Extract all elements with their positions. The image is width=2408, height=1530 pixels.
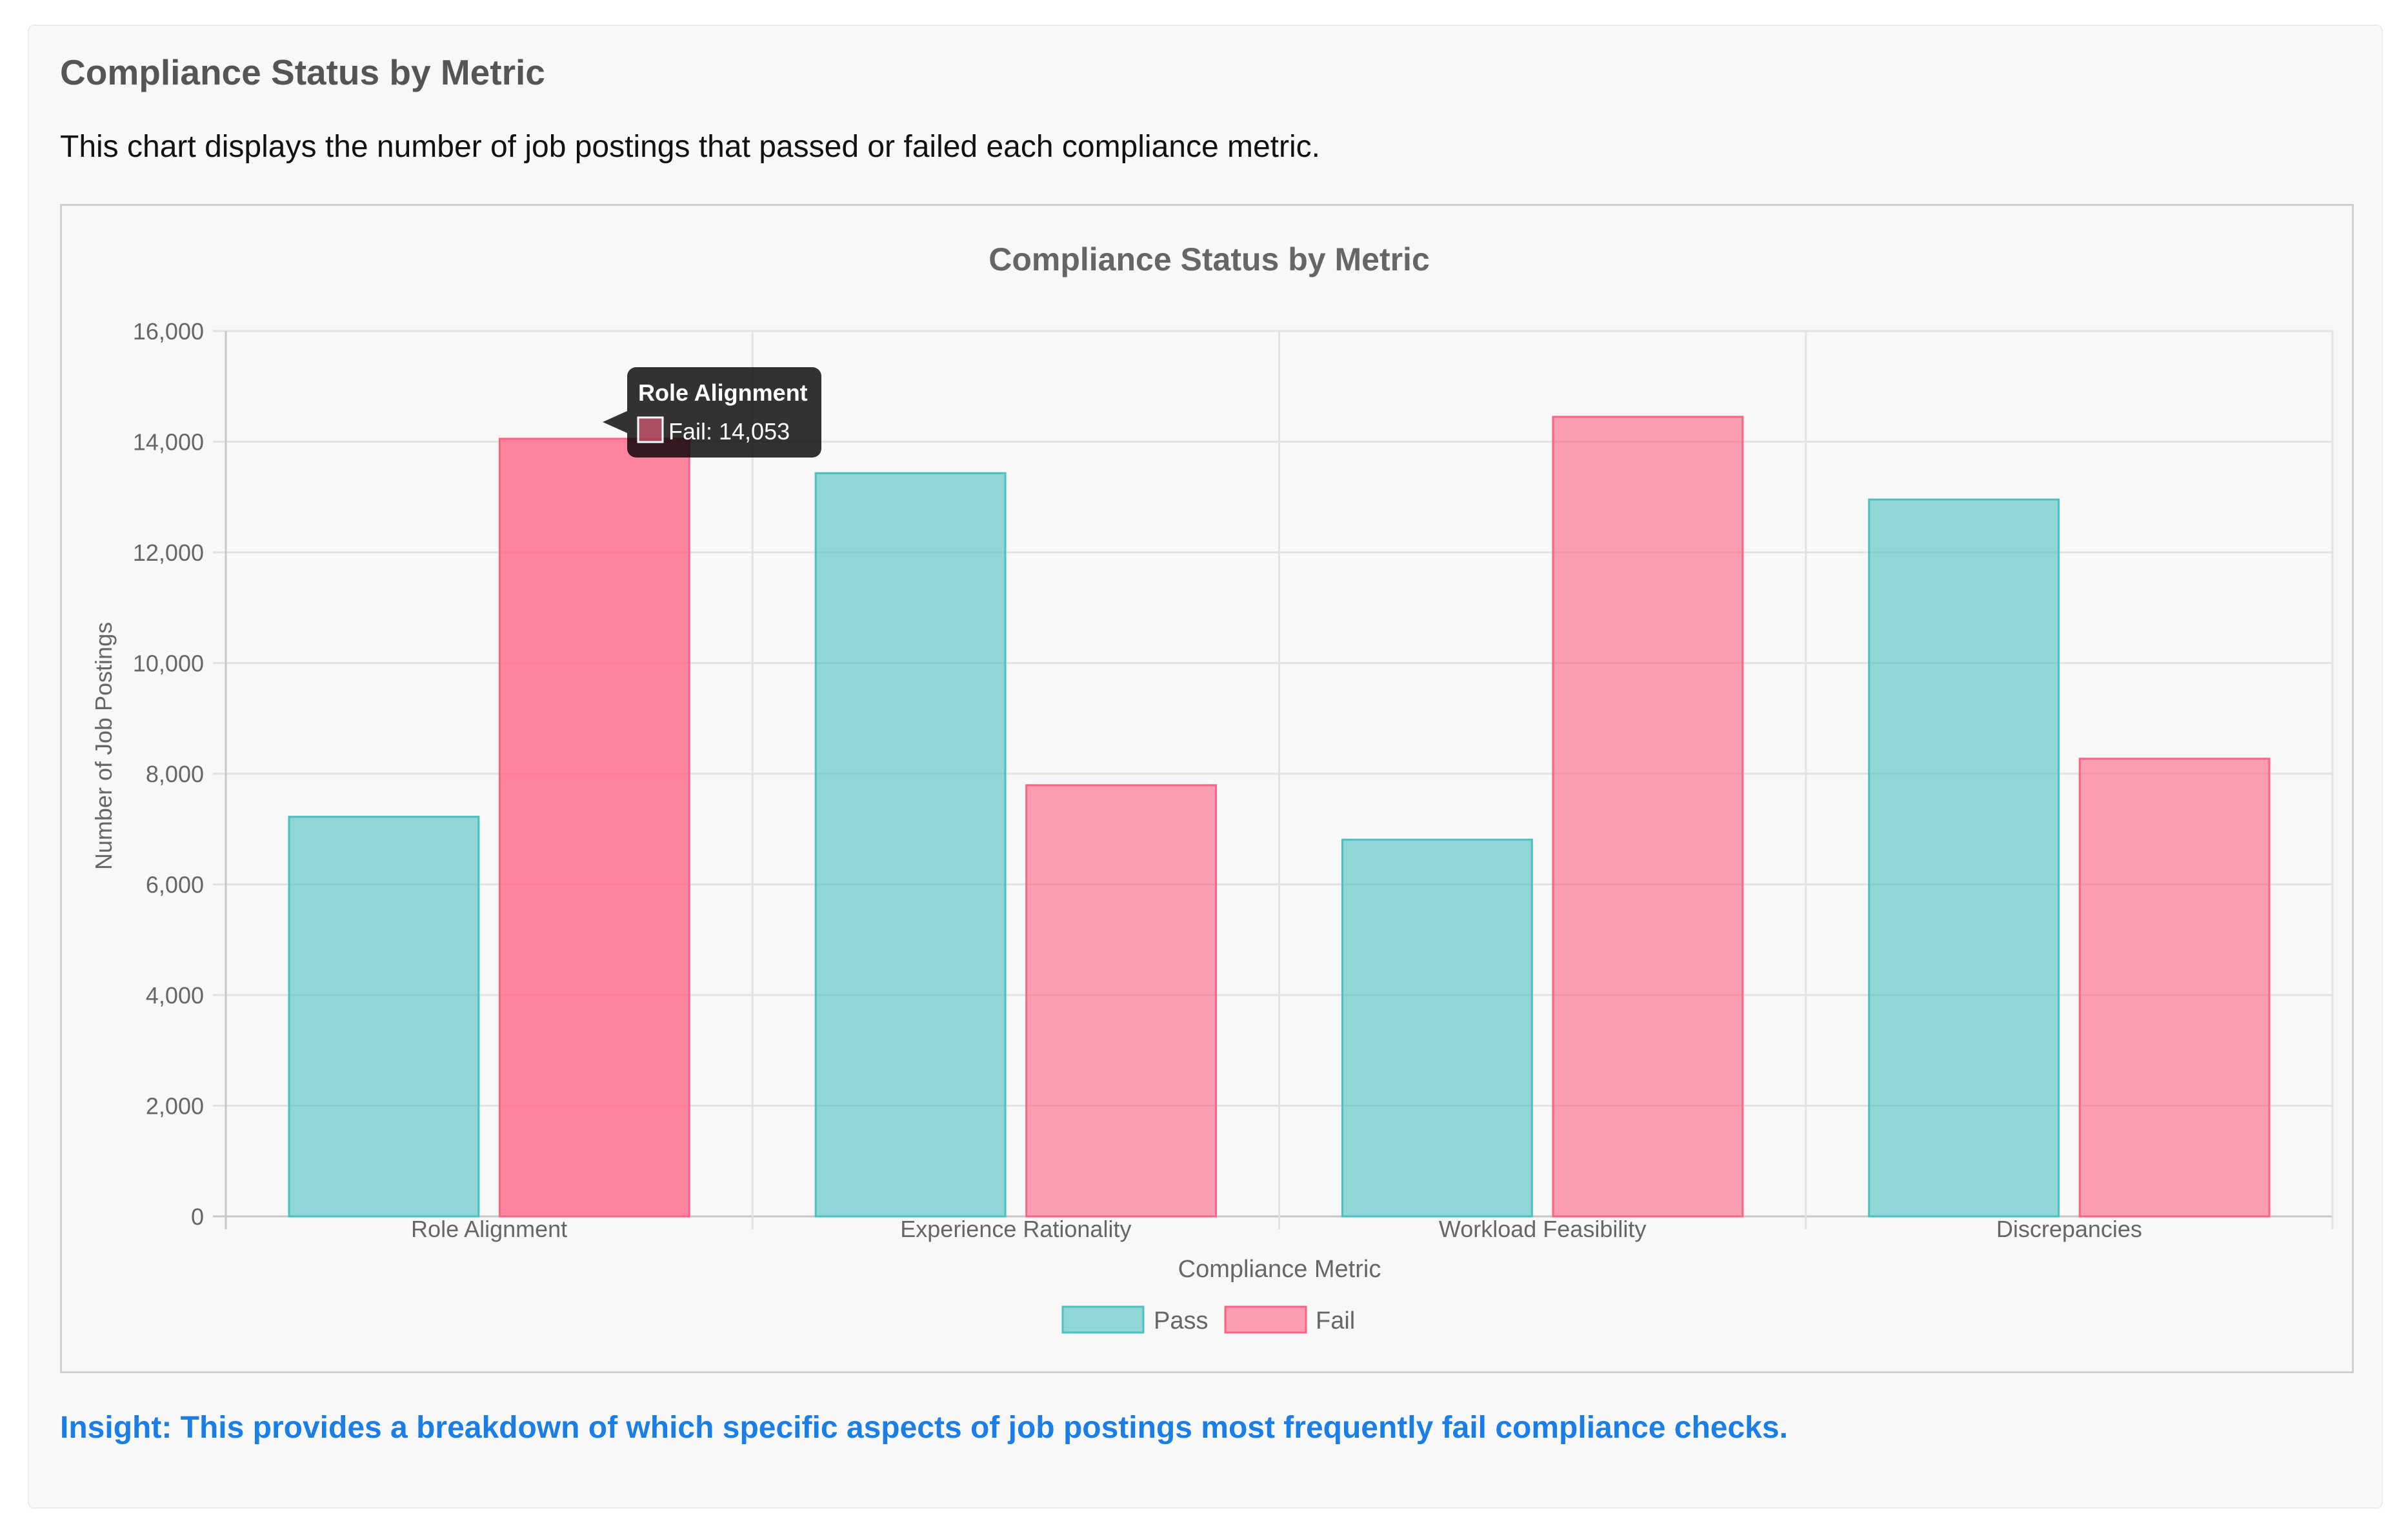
y-tick-label: 16,000 — [133, 318, 204, 345]
legend-swatch-fail — [1224, 1305, 1307, 1334]
bar-fail[interactable] — [1025, 784, 1218, 1218]
tooltip-label: Fail: 14,053 — [668, 418, 790, 445]
tooltip-title: Role Alignment — [638, 379, 808, 406]
bar-fail[interactable] — [2078, 758, 2271, 1218]
y-tick-label: 10,000 — [133, 650, 204, 677]
bar-pass[interactable] — [1868, 498, 2060, 1218]
tooltip-swatch — [637, 416, 664, 443]
chart-card: Compliance Status by Metric This chart d… — [28, 25, 2383, 1509]
y-tick-label: 4,000 — [146, 982, 204, 1009]
y-tick-label: 6,000 — [146, 872, 204, 898]
tooltip-caret — [603, 411, 627, 433]
bar-fail[interactable] — [498, 438, 690, 1218]
legend-item-pass[interactable]: Pass — [1061, 1305, 1208, 1334]
bar-chart[interactable]: 0 2,000 4,000 6,000 8,000 10,000 12,000 14,000 1… — [62, 206, 2352, 1371]
tooltip: Role Alignment Fail: 14,053 — [603, 367, 821, 458]
y-tick-label: 0 — [191, 1203, 204, 1230]
legend-swatch-pass — [1061, 1305, 1145, 1334]
x-axis-title: Compliance Metric — [1178, 1256, 1381, 1283]
y-tick-label: 14,000 — [133, 429, 204, 456]
legend-label-fail: Fail — [1316, 1307, 1355, 1334]
legend: Pass Fail — [1061, 1305, 1355, 1334]
x-tick-label: Role Alignment — [411, 1216, 567, 1242]
card-heading: Compliance Status by Metric — [60, 52, 545, 92]
y-tick-label: 8,000 — [146, 761, 204, 787]
insight-text: Insight: This provides a breakdown of wh… — [60, 1411, 1788, 1445]
legend-label-pass: Pass — [1154, 1307, 1208, 1334]
bar-pass[interactable] — [288, 816, 480, 1218]
bar-pass[interactable] — [814, 472, 1007, 1218]
bar-pass[interactable] — [1341, 838, 1533, 1218]
y-tick-label: 12,000 — [133, 539, 204, 566]
y-tick-label: 2,000 — [146, 1093, 204, 1120]
x-tick-label: Experience Rationality — [900, 1216, 1131, 1242]
chart-title: Compliance Status by Metric — [988, 241, 1430, 277]
y-axis-title: Number of Job Postings — [90, 622, 117, 870]
tooltip-box — [627, 367, 821, 458]
chart-container: 0 2,000 4,000 6,000 8,000 10,000 12,000 14,000 1… — [60, 204, 2354, 1373]
bar-fail[interactable] — [1552, 416, 1744, 1218]
x-tick-label: Workload Feasibility — [1439, 1216, 1646, 1242]
legend-item-fail[interactable]: Fail — [1224, 1305, 1355, 1334]
x-tick-label: Discrepancies — [1996, 1216, 2142, 1242]
card-description: This chart displays the number of job po… — [60, 130, 1320, 164]
